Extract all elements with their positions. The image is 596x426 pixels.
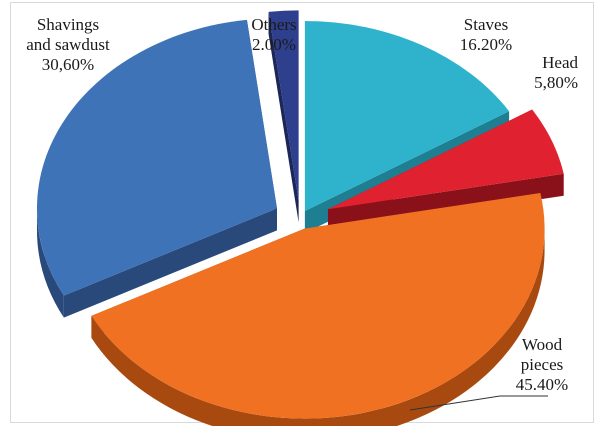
label-shavings-and-sawdust-value: 30,60%	[42, 55, 94, 74]
label-wood-pieces-name-0: Wood	[522, 335, 563, 354]
label-head-value: 5,80%	[534, 73, 578, 92]
leader-line-wood-pieces	[409, 395, 548, 411]
label-staves-name-0: Staves	[464, 15, 508, 34]
label-others-name-0: Others	[251, 15, 296, 34]
slice-side-others-cut-0	[268, 11, 299, 223]
slice-staves	[304, 21, 510, 212]
slice-wood-pieces	[91, 192, 545, 419]
label-staves-value: 16.20%	[460, 35, 512, 54]
pie-tops	[36, 10, 564, 419]
label-head-name-0: Head	[542, 53, 578, 72]
slice-side-shavings-and-sawdust	[36, 208, 64, 318]
slice-side-shavings-and-sawdust-cut-0	[63, 208, 277, 318]
label-wood-pieces-value: 45.40%	[516, 375, 568, 394]
slice-head	[327, 109, 564, 210]
label-others-value: 2.00%	[252, 35, 296, 54]
label-shavings-and-sawdust-name-1: and sawdust	[26, 35, 110, 54]
slice-others	[268, 10, 299, 201]
slice-shavings-and-sawdust	[36, 19, 277, 296]
label-wood-pieces-name-1: pieces	[521, 355, 563, 374]
label-shavings-and-sawdust-name-0: Shavings	[37, 15, 99, 34]
